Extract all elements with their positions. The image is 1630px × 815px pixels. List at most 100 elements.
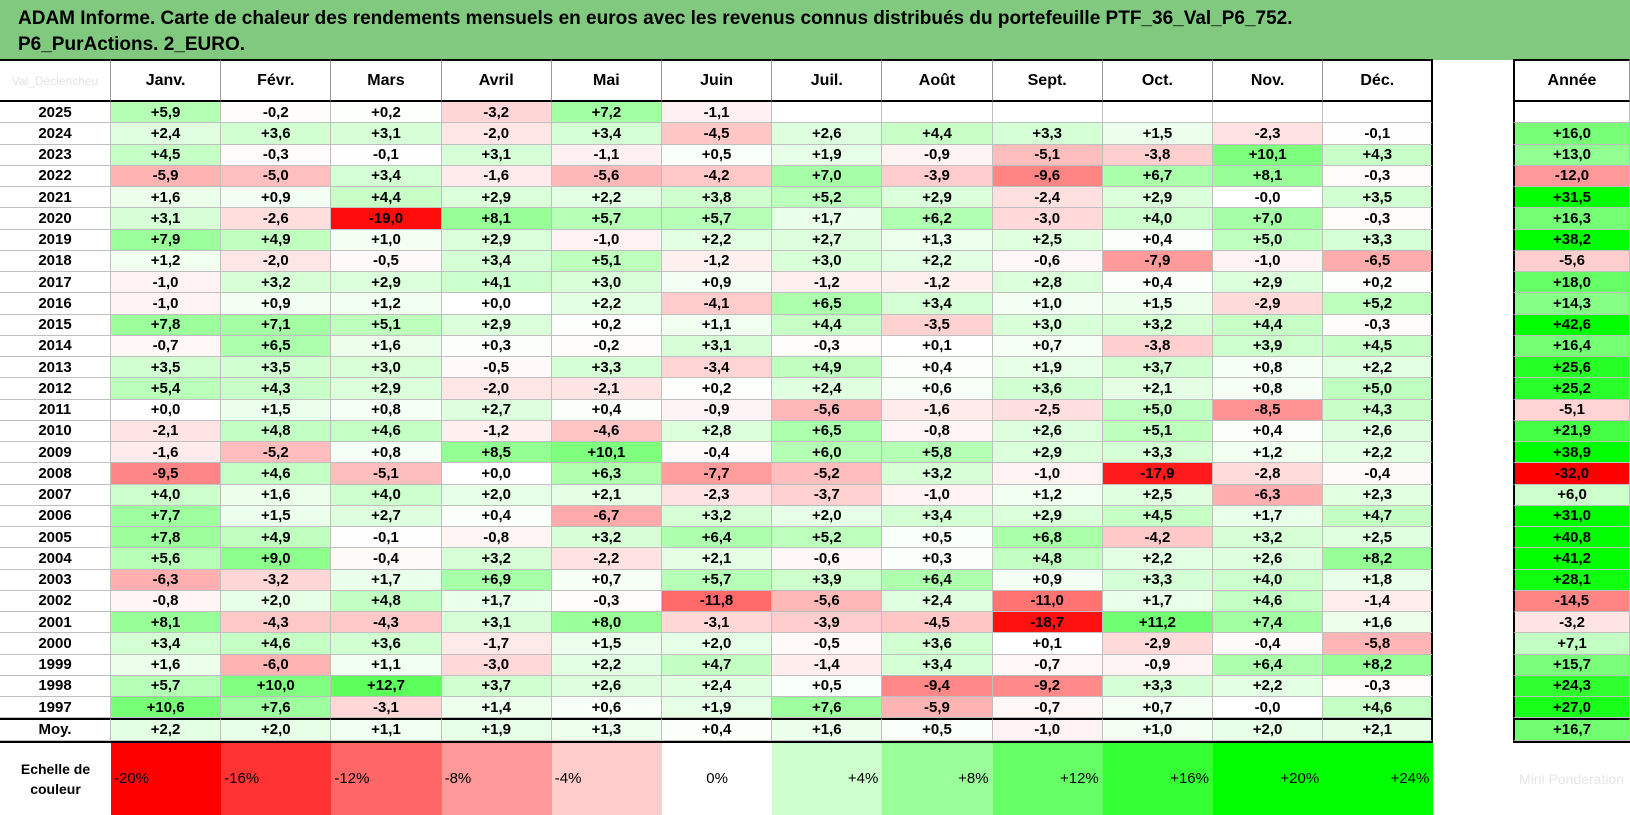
heatmap-cell: +4,0 — [331, 484, 442, 506]
heatmap-cell: +0,0 — [441, 293, 552, 315]
heatmap-cell: +6,9 — [441, 569, 552, 591]
heatmap-cell: +10,6 — [111, 697, 222, 719]
heatmap-cell: +4,5 — [1323, 335, 1434, 357]
year-label: 2013 — [0, 357, 111, 379]
heatmap-cell: +3,1 — [441, 612, 552, 634]
heatmap-cell: +3,8 — [662, 187, 773, 209]
heatmap-cell: +0,1 — [992, 633, 1103, 655]
year-label: 2021 — [0, 187, 111, 209]
heatmap-cell: -0,6 — [992, 250, 1103, 272]
heatmap-cell: +2,0 — [221, 590, 332, 612]
heatmap-cell: +0,8 — [1213, 378, 1324, 400]
heatmap-cell: +9,0 — [221, 548, 332, 570]
heatmap-cell: +4,9 — [221, 229, 332, 251]
heatmap-cell: +3,9 — [1213, 335, 1324, 357]
heatmap-cell: -5,6 — [551, 165, 662, 187]
heatmap-cell: +5,2 — [1323, 293, 1434, 315]
year-label: 2020 — [0, 208, 111, 230]
heatmap-cell: +3,2 — [221, 272, 332, 294]
average-cell: +1,0 — [1102, 718, 1213, 741]
heatmap-cell: -8,5 — [1213, 399, 1324, 421]
heatmap-cell: -1,0 — [1213, 250, 1324, 272]
annual-cell: +16,3 — [1513, 208, 1630, 230]
annual-cell: +16,0 — [1513, 123, 1630, 145]
heatmap-cell: +5,4 — [111, 378, 222, 400]
heatmap-cell: -1,4 — [1323, 590, 1434, 612]
heatmap-cell: -0,3 — [221, 144, 332, 166]
heatmap-cell: -0,9 — [1102, 654, 1213, 676]
heatmap-cell: +3,1 — [662, 335, 773, 357]
heatmap-cell: +1,5 — [1102, 123, 1213, 145]
heatmap-cell: +1,8 — [1323, 569, 1434, 591]
heatmap-cell: +0,4 — [441, 505, 552, 527]
heatmap-cell: -1,6 — [441, 165, 552, 187]
heatmap-cell: +2,9 — [331, 378, 442, 400]
heatmap-cell: +3,3 — [1102, 569, 1213, 591]
heatmap-cell: +0,4 — [1213, 420, 1324, 442]
heatmap-cell: -0,4 — [662, 442, 773, 464]
heatmap-cell: +2,8 — [662, 420, 773, 442]
heatmap-cell: +5,0 — [1323, 378, 1434, 400]
heatmap-cell: -1,7 — [441, 633, 552, 655]
heatmap-cell: +6,5 — [772, 420, 883, 442]
year-label: 2023 — [0, 144, 111, 166]
heatmap-cell: +1,4 — [441, 697, 552, 719]
heatmap-cell: -0,5 — [772, 633, 883, 655]
heatmap-cell: -1,1 — [662, 102, 773, 124]
heatmap-cell: -3,0 — [441, 654, 552, 676]
average-cell: +1,3 — [551, 718, 662, 741]
heatmap-cell: -1,0 — [111, 272, 222, 294]
color-scale-label: Echelle de couleur — [0, 740, 111, 815]
heatmap-cell: +2,7 — [441, 399, 552, 421]
heatmap-cell: +3,1 — [111, 208, 222, 230]
year-label: 2002 — [0, 590, 111, 612]
heatmap-cell: +3,3 — [992, 123, 1103, 145]
heatmap-cell: -6,5 — [1323, 250, 1434, 272]
heatmap-cell: -9,2 — [992, 675, 1103, 697]
heatmap-cell: +8,2 — [1323, 548, 1434, 570]
heatmap-cell: +0,3 — [441, 335, 552, 357]
heatmap-cell: +1,2 — [992, 484, 1103, 506]
heatmap-cell: +0,2 — [551, 314, 662, 336]
heatmap-cell: -0,4 — [331, 548, 442, 570]
annual-cell: +15,7 — [1513, 654, 1630, 676]
heatmap-cell: +2,5 — [992, 229, 1103, 251]
heatmap-cell: -3,1 — [331, 697, 442, 719]
heatmap-cell: +0,4 — [1102, 272, 1213, 294]
heatmap-cell: +4,0 — [111, 484, 222, 506]
heatmap-cell: +10,1 — [1213, 144, 1324, 166]
heatmap-cell: +3,2 — [662, 505, 773, 527]
heatmap-cell: +1,0 — [331, 229, 442, 251]
heatmap-cell: -6,7 — [551, 505, 662, 527]
average-cell: +1,6 — [772, 718, 883, 741]
heatmap-cell: -2,8 — [1213, 463, 1324, 485]
heatmap-cell: +0,5 — [662, 144, 773, 166]
heatmap-cell: -1,2 — [772, 272, 883, 294]
heatmap-cell: +4,6 — [1323, 697, 1434, 719]
annual-cell: +25,2 — [1513, 378, 1630, 400]
heatmap-cell: +3,7 — [1102, 357, 1213, 379]
heatmap-cell — [882, 102, 993, 124]
annual-cell: +31,5 — [1513, 187, 1630, 209]
heatmap-cell: +7,1 — [221, 314, 332, 336]
heatmap-cell: +8,1 — [441, 208, 552, 230]
heatmap-cell: +1,5 — [221, 399, 332, 421]
heatmap-cell: -0,1 — [331, 527, 442, 549]
column-header-6: Juin — [662, 59, 773, 102]
heatmap-cell: +5,7 — [662, 569, 773, 591]
heatmap-cell: +0,9 — [221, 187, 332, 209]
column-header-9: Sept. — [992, 59, 1103, 102]
heatmap-cell: +2,0 — [772, 505, 883, 527]
heatmap-cell: +0,7 — [992, 335, 1103, 357]
heatmap-cell: +10,1 — [551, 442, 662, 464]
column-header-11: Nov. — [1213, 59, 1324, 102]
heatmap-cell: +3,6 — [221, 123, 332, 145]
heatmap-cell: +2,1 — [551, 484, 662, 506]
annual-cell — [1513, 102, 1630, 124]
heatmap-cell — [772, 102, 883, 124]
column-header-7: Juil. — [772, 59, 883, 102]
heatmap-cell: +8,5 — [441, 442, 552, 464]
heatmap-cell: -0,1 — [1323, 123, 1434, 145]
year-label: 2006 — [0, 505, 111, 527]
heatmap-cell: +3,0 — [772, 250, 883, 272]
